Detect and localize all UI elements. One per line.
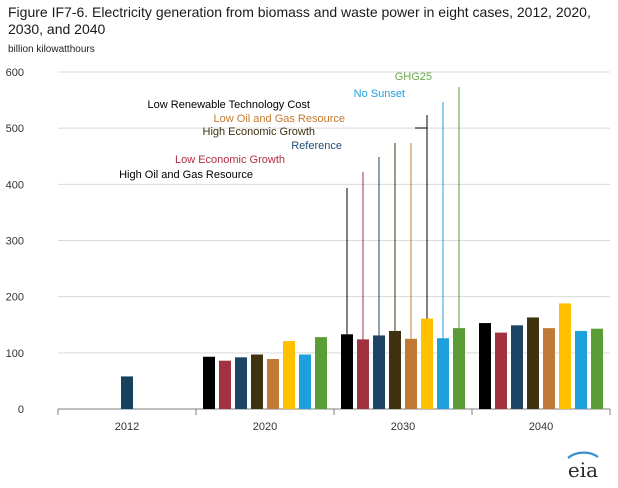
bar — [591, 328, 603, 409]
y-tick-label: 500 — [6, 123, 24, 135]
bar — [315, 337, 327, 409]
x-tick-label: 2012 — [115, 421, 139, 433]
y-tick-label: 300 — [6, 236, 24, 248]
bar — [389, 330, 401, 409]
bar — [511, 325, 523, 409]
bar — [479, 323, 491, 409]
bar — [405, 338, 417, 409]
y-axis-units: billion kilowatthours — [8, 44, 95, 55]
bar — [543, 328, 555, 409]
svg-text:eia: eia — [568, 458, 598, 482]
series-label: Reference — [291, 140, 342, 152]
bar — [437, 338, 449, 409]
bar — [373, 335, 385, 409]
bar — [283, 341, 295, 409]
series-label: No Sunset — [354, 88, 405, 100]
x-tick-label: 2040 — [529, 421, 553, 433]
bar — [527, 317, 539, 409]
series-label: Low Renewable Technology Cost — [148, 99, 310, 111]
bar — [453, 328, 465, 409]
y-tick-label: 100 — [6, 348, 24, 360]
bar — [267, 359, 279, 409]
bar — [299, 354, 311, 409]
y-tick-label: 600 — [6, 67, 24, 79]
bar — [421, 318, 433, 409]
series-label: High Economic Growth — [203, 126, 316, 138]
x-tick-label: 2020 — [253, 421, 277, 433]
series-label: GHG25 — [395, 71, 432, 83]
y-tick-label: 0 — [18, 404, 24, 416]
bar — [251, 354, 263, 409]
series-label: High Oil and Gas Resource — [119, 169, 253, 181]
bar — [203, 356, 215, 409]
bar — [495, 332, 507, 409]
bar — [559, 303, 571, 409]
eia-logo: eia — [567, 451, 599, 482]
bar-2012 — [121, 376, 133, 409]
bar — [357, 339, 369, 409]
series-label: Low Oil and Gas Resource — [214, 113, 345, 125]
chart-title: Figure IF7-6. Electricity generation fro… — [8, 4, 591, 37]
bar — [341, 334, 353, 409]
series-label: Low Economic Growth — [175, 154, 285, 166]
bar — [575, 330, 587, 409]
bar — [219, 360, 231, 409]
y-tick-label: 200 — [6, 292, 24, 304]
y-tick-label: 400 — [6, 179, 24, 191]
x-tick-label: 2030 — [391, 421, 415, 433]
bar — [235, 357, 247, 409]
